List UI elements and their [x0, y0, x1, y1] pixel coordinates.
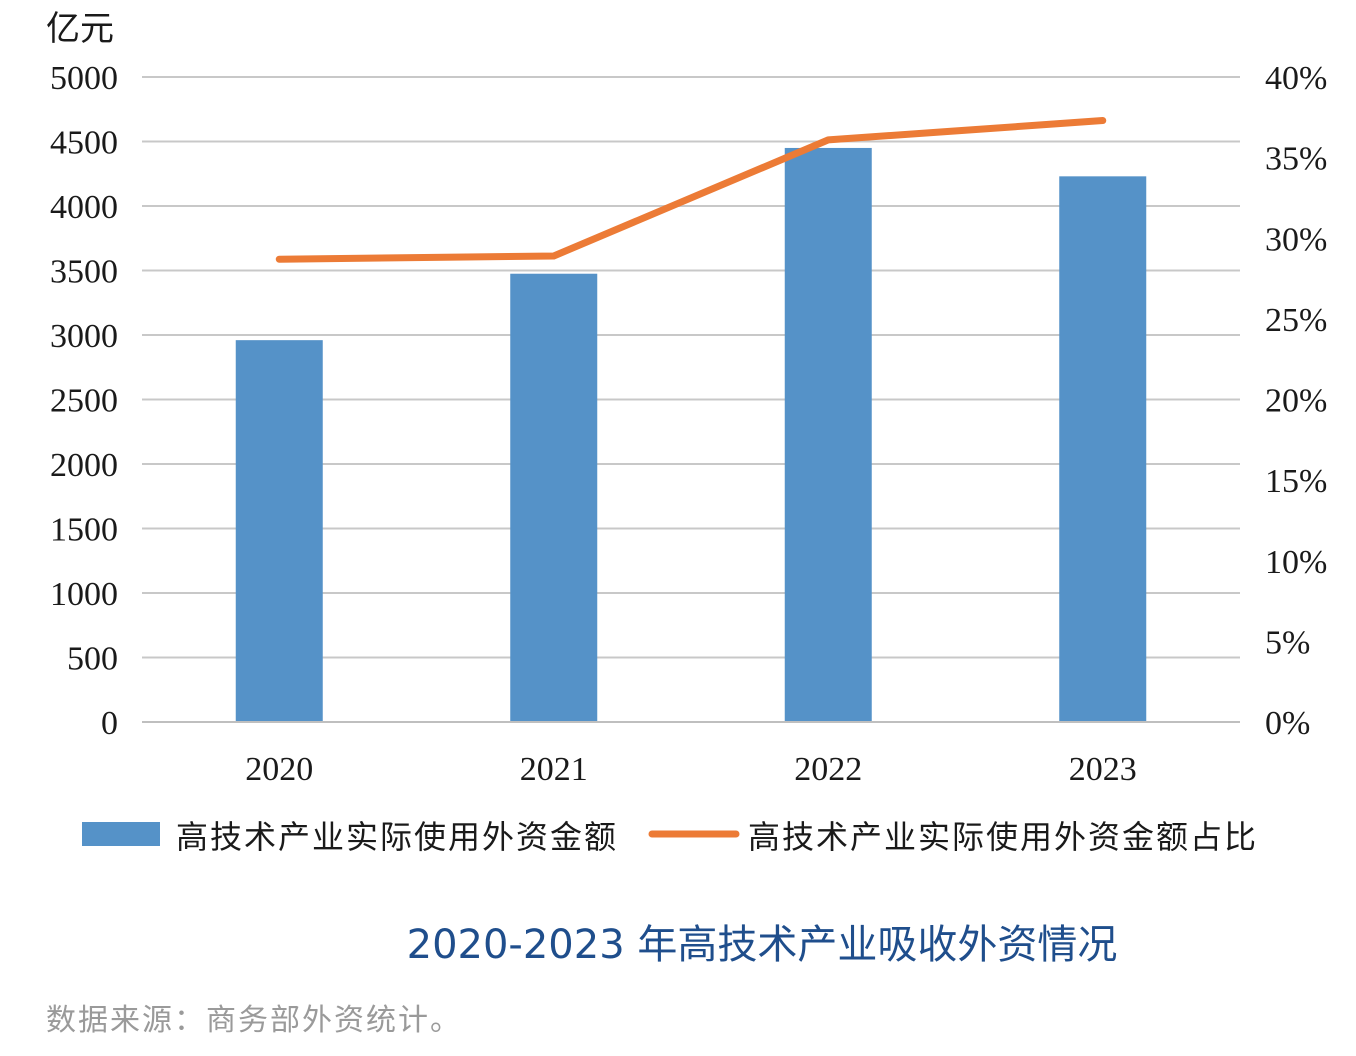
y2-tick-label: 20%	[1265, 383, 1327, 420]
y2-tick-label: 15%	[1265, 463, 1327, 500]
y-tick-label: 2500	[50, 383, 118, 420]
legend: 高技术产业实际使用外资金额 高技术产业实际使用外资金额占比	[82, 818, 1258, 856]
bar	[784, 147, 872, 722]
legend-label-line: 高技术产业实际使用外资金额占比	[748, 818, 1258, 856]
legend-label-bar: 高技术产业实际使用外资金额	[176, 818, 618, 856]
y-tick-label: 4000	[50, 189, 118, 226]
y-tick-label: 3500	[50, 254, 118, 291]
y2-tick-label: 10%	[1265, 544, 1327, 581]
y-tick-label: 3000	[50, 318, 118, 355]
source-note: 数据来源：商务部外资统计。	[46, 1003, 462, 1038]
y-tick-label: 5000	[50, 60, 118, 97]
chart-title: 2020-2023 年高技术产业吸收外资情况	[407, 922, 1118, 968]
bar	[235, 340, 323, 722]
legend-swatch-bar	[82, 822, 160, 846]
y2-tick-label: 25%	[1265, 302, 1327, 339]
gridlines	[142, 76, 1240, 659]
bar	[510, 273, 598, 722]
y2-tick-label: 35%	[1265, 141, 1327, 178]
series-line	[275, 117, 1107, 263]
bar-series	[235, 147, 1147, 722]
x-tick-label: 2020	[245, 751, 313, 788]
y-tick-label: 4500	[50, 125, 118, 162]
y-axis-ticks: 0 500 1000 1500 2000 2500 3000 3500 4000 4500 5000	[50, 60, 118, 742]
y2-tick-label: 30%	[1265, 221, 1327, 258]
y2-tick-label: 5%	[1265, 624, 1310, 661]
y-tick-label: 1000	[50, 576, 118, 613]
y-tick-label: 1500	[50, 512, 118, 549]
y2-tick-label: 40%	[1265, 60, 1327, 97]
line-series	[275, 117, 1107, 263]
y-tick-label: 500	[67, 641, 118, 678]
y2-tick-label: 0%	[1265, 705, 1310, 742]
y2-axis-ticks: 0% 5% 10% 15% 20% 25% 30% 35% 40%	[1265, 60, 1327, 742]
x-tick-label: 2023	[1069, 751, 1137, 788]
x-axis-ticks: 2020 2021 2022 2023	[245, 751, 1137, 788]
bar	[1059, 176, 1147, 722]
y-tick-label: 2000	[50, 447, 118, 484]
x-tick-label: 2022	[794, 751, 862, 788]
y-axis-unit: 亿元	[46, 9, 114, 49]
x-tick-label: 2021	[520, 751, 588, 788]
y-tick-label: 0	[101, 705, 118, 742]
